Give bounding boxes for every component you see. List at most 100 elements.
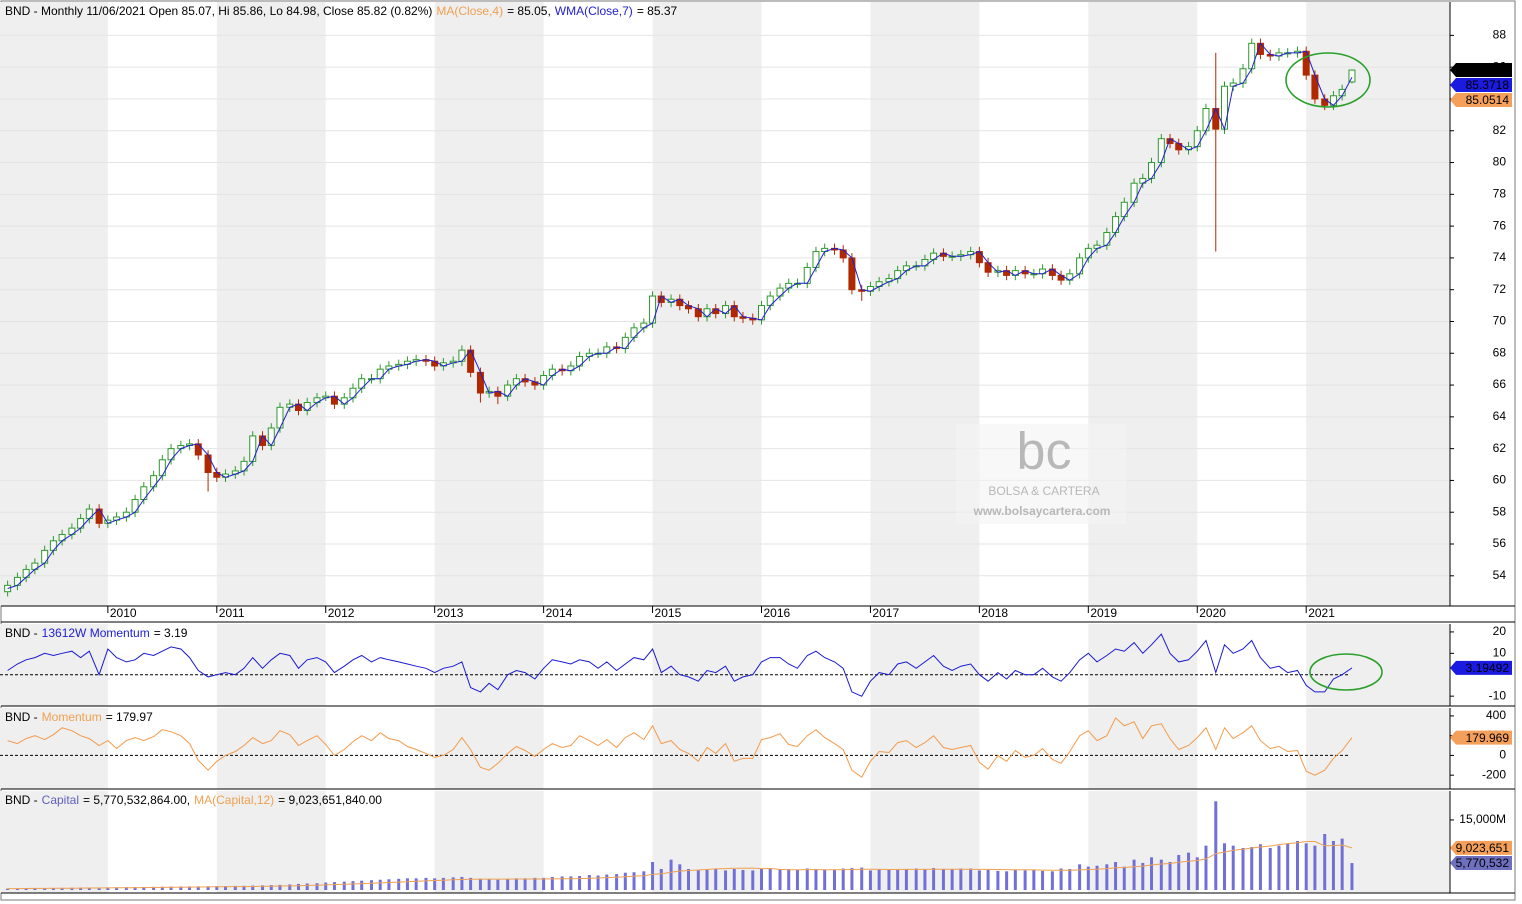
bar [451, 877, 455, 891]
bar [288, 884, 292, 891]
candle-body [776, 287, 784, 297]
bar [124, 887, 128, 891]
bar [877, 869, 881, 891]
bar [795, 869, 799, 891]
y-tick-label: 74 [1493, 250, 1507, 264]
candle-body [240, 460, 248, 472]
bar [6, 888, 10, 891]
bar [1231, 845, 1235, 891]
year-band [216, 624, 326, 706]
x-tick-label: 2013 [437, 606, 464, 620]
bar [324, 882, 328, 891]
watermark-box [956, 424, 1126, 524]
y-tick-label: 64 [1493, 409, 1507, 423]
year-band [652, 624, 762, 706]
panel-title: BND - Capital = 5,770,532,864.00, MA(Capita… [5, 793, 382, 807]
bar [1105, 864, 1109, 891]
bar [278, 884, 282, 891]
bar [206, 886, 210, 891]
bar [487, 879, 491, 891]
bar [1195, 857, 1199, 891]
bar [1250, 847, 1254, 891]
year-band [1088, 624, 1198, 706]
candle-body [1302, 50, 1310, 76]
candle-body [839, 249, 847, 259]
year-band [0, 2, 108, 606]
bar [805, 868, 809, 891]
bar [1350, 863, 1354, 891]
bar [814, 868, 818, 891]
bar [832, 869, 836, 891]
last-value-box [1450, 856, 1512, 871]
bar [1222, 843, 1226, 891]
candle-body [476, 371, 484, 394]
year-band [216, 791, 326, 893]
bar [296, 883, 300, 891]
bar [405, 878, 409, 891]
bar [196, 886, 200, 891]
y-tick-label: 58 [1493, 504, 1507, 518]
bar [977, 870, 981, 891]
bar [70, 887, 74, 891]
candle-body [812, 251, 820, 268]
last-value-label: 9,023,651 [1456, 841, 1510, 855]
candle-body [1202, 107, 1210, 132]
year-band [1306, 708, 1450, 789]
bar [215, 886, 219, 891]
candle-body [975, 251, 983, 264]
series-line [7, 633, 1353, 697]
candle-body [249, 435, 257, 462]
candle-body [77, 518, 85, 529]
title-segment: = 9,023,651,840.00 [278, 793, 382, 807]
title-segment: BND - [5, 710, 38, 724]
y-tick-label: 10 [1493, 646, 1507, 660]
bar [369, 880, 373, 891]
bar [433, 878, 437, 891]
watermark-logo: bc [1017, 423, 1072, 481]
year-band [652, 708, 762, 789]
x-tick-label: 2010 [110, 606, 137, 620]
last-value-label: 179.969 [1466, 731, 1510, 745]
x-tick-label: 2020 [1199, 606, 1226, 620]
bar [996, 870, 1000, 891]
candle-body [276, 406, 284, 429]
candle-body [1212, 107, 1220, 130]
bar [152, 886, 156, 891]
candle-body [150, 475, 158, 488]
bar [188, 886, 192, 891]
year-band [434, 791, 544, 893]
year-band [0, 791, 108, 893]
last-value-label: 3.19492 [1466, 661, 1510, 675]
candle-body [1112, 216, 1120, 233]
bar [1204, 845, 1208, 891]
bar [24, 888, 28, 891]
bar [596, 875, 600, 891]
title-segment: = 5,770,532,864.00, [83, 793, 190, 807]
bar [1340, 838, 1344, 891]
candle-body [1076, 257, 1084, 275]
x-tick-label: 2011 [219, 606, 245, 620]
bar [224, 886, 228, 891]
candle-body [703, 308, 711, 318]
y-tick-label: 68 [1493, 345, 1507, 359]
bar [51, 888, 55, 891]
bar [669, 859, 673, 891]
bar [904, 869, 908, 891]
y-tick-label: 20 [1493, 624, 1507, 638]
y-tick-label: 78 [1493, 186, 1507, 200]
title-segment: BND - [5, 626, 38, 640]
y-tick-label: 66 [1493, 377, 1507, 391]
last-value-box [1450, 78, 1512, 93]
bar [986, 869, 990, 891]
last-value-box [1450, 93, 1512, 108]
year-band [1306, 791, 1450, 893]
bar [169, 886, 173, 891]
candle-body [1148, 162, 1156, 179]
bar [632, 872, 636, 891]
bar [441, 877, 445, 891]
bar [1277, 845, 1281, 891]
x-tick-label: 2018 [981, 606, 1008, 620]
bar [651, 861, 655, 891]
bar [1241, 847, 1245, 891]
year-band [870, 624, 980, 706]
